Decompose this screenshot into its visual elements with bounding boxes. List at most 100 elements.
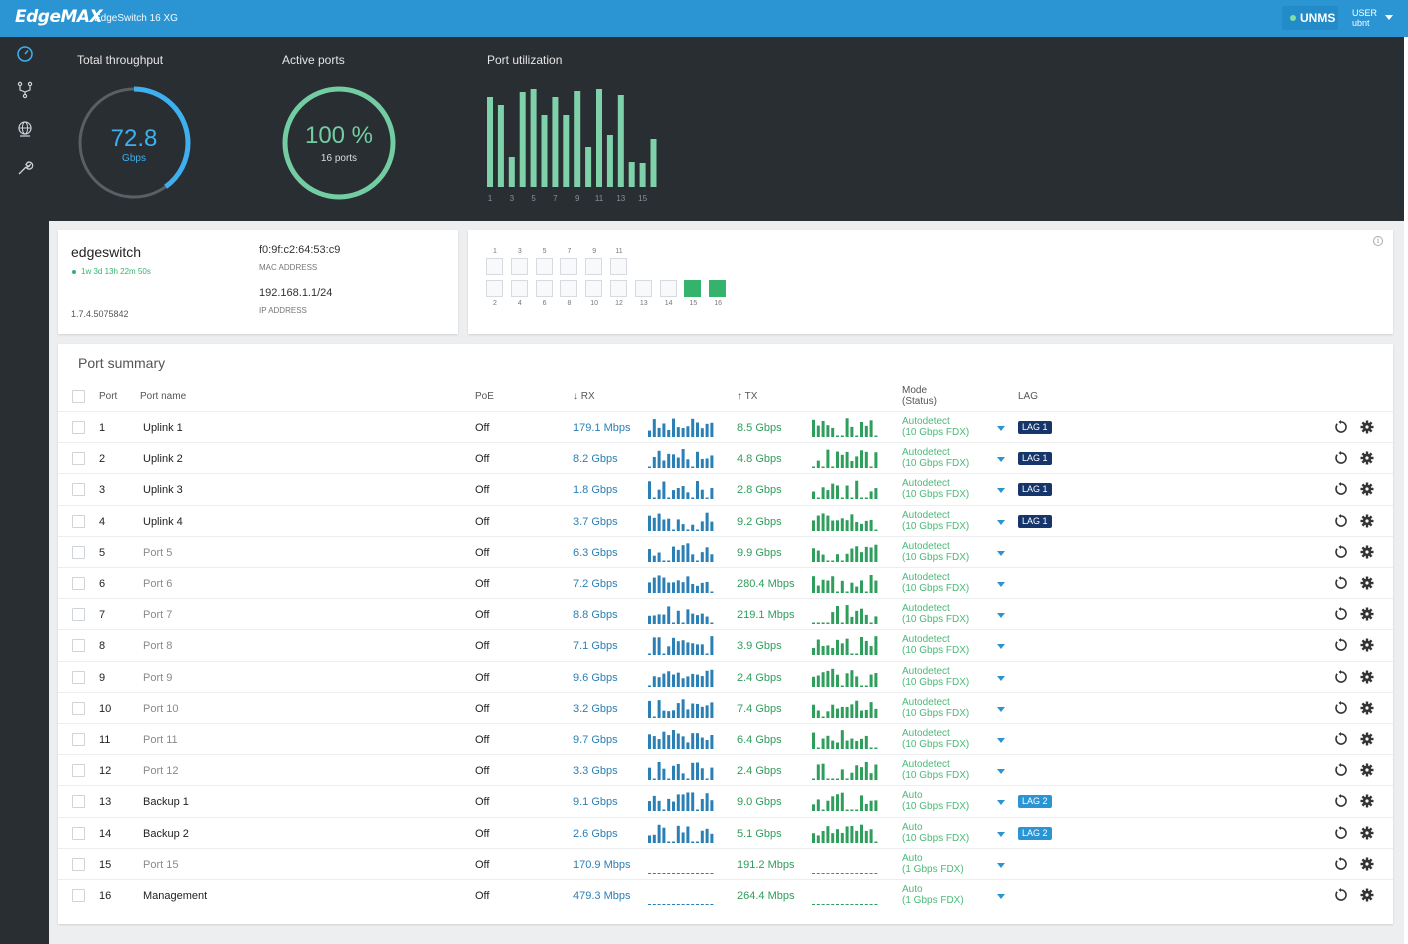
row-checkbox[interactable] bbox=[72, 670, 85, 684]
mode-select[interactable]: Autodetect (10 Gbps FDX) bbox=[902, 416, 969, 438]
user-menu[interactable]: USER ubnt bbox=[1352, 8, 1377, 28]
reset-icon[interactable] bbox=[1333, 762, 1349, 778]
mode-select[interactable]: Auto (10 Gbps FDX) bbox=[902, 790, 969, 812]
reset-icon[interactable] bbox=[1333, 731, 1349, 747]
gear-icon[interactable] bbox=[1359, 544, 1375, 560]
gear-icon[interactable] bbox=[1359, 669, 1375, 685]
table-row[interactable]: 9 Port 9 Off 9.6 Gbps 2.4 Gbps Autodetect (10 … bbox=[58, 660, 1393, 692]
gear-icon[interactable] bbox=[1359, 606, 1375, 622]
chevron-down-icon[interactable] bbox=[997, 426, 1005, 431]
table-row[interactable]: 6 Port 6 Off 7.2 Gbps 280.4 Mbps Autodetect (1… bbox=[58, 567, 1393, 598]
header-lag[interactable]: LAG bbox=[1018, 391, 1039, 402]
chevron-down-icon[interactable] bbox=[997, 519, 1005, 525]
chevron-down-icon[interactable] bbox=[997, 582, 1005, 587]
table-row[interactable]: 1 Uplink 1 Off 179.1 Mbps 8.5 Gbps Autodetect… bbox=[58, 411, 1393, 442]
port-map-port-8[interactable] bbox=[560, 280, 578, 297]
chevron-down-icon[interactable] bbox=[997, 706, 1005, 712]
gear-icon[interactable] bbox=[1359, 700, 1375, 716]
port-name[interactable]: Port 7 bbox=[143, 609, 173, 622]
table-row[interactable]: 16 Management Off 479.3 Mbps 264.4 Mbps Auto(… bbox=[58, 879, 1393, 910]
chevron-down-icon[interactable] bbox=[997, 769, 1005, 775]
gear-icon[interactable] bbox=[1359, 481, 1375, 497]
row-checkbox[interactable] bbox=[72, 857, 85, 871]
table-row[interactable]: 2 Uplink 2 Off 8.2 Gbps 4.8 Gbps Autodetect (1… bbox=[58, 442, 1393, 473]
chevron-down-icon[interactable] bbox=[997, 800, 1005, 806]
gear-icon[interactable] bbox=[1359, 513, 1375, 529]
mode-select[interactable]: Autodetect (10 Gbps FDX) bbox=[902, 510, 969, 532]
port-map-port-1[interactable] bbox=[486, 258, 503, 275]
chevron-down-icon[interactable] bbox=[997, 738, 1005, 743]
mode-select[interactable]: Autodetect (10 Gbps FDX) bbox=[902, 697, 969, 719]
row-checkbox[interactable] bbox=[72, 639, 85, 653]
port-name[interactable]: Port 6 bbox=[143, 578, 173, 590]
reset-icon[interactable] bbox=[1333, 887, 1349, 903]
row-checkbox[interactable] bbox=[72, 764, 85, 778]
row-checkbox[interactable] bbox=[72, 701, 85, 715]
port-name[interactable]: Backup 1 bbox=[143, 796, 189, 809]
mode-select[interactable]: Auto (1 Gbps FDX) bbox=[902, 853, 964, 875]
port-name[interactable]: Port 15 bbox=[143, 858, 179, 871]
globe-icon[interactable] bbox=[12, 116, 38, 142]
mode-select[interactable]: Auto (10 Gbps FDX) bbox=[902, 822, 969, 844]
reset-icon[interactable] bbox=[1333, 575, 1349, 591]
gear-icon[interactable] bbox=[1359, 887, 1375, 903]
port-map-port-9[interactable] bbox=[585, 258, 603, 275]
table-row[interactable]: 12 Port 12 Off 3.3 Gbps 2.4 Gbps Autodetect (1… bbox=[58, 754, 1393, 785]
header-mode[interactable]: Mode (Status) bbox=[902, 385, 937, 407]
mode-select[interactable]: Autodetect (10 Gbps FDX) bbox=[902, 603, 969, 625]
chevron-down-icon[interactable] bbox=[997, 457, 1005, 463]
reset-icon[interactable] bbox=[1333, 669, 1349, 685]
row-checkbox[interactable] bbox=[72, 514, 85, 528]
port-name[interactable]: Uplink 1 bbox=[143, 422, 183, 434]
gear-icon[interactable] bbox=[1359, 731, 1375, 747]
reset-icon[interactable] bbox=[1333, 513, 1349, 529]
reset-icon[interactable] bbox=[1333, 481, 1349, 497]
header-port-name[interactable]: Port name bbox=[140, 391, 187, 402]
table-row[interactable]: 14 Backup 2 Off 2.6 Gbps 5.1 Gbps Auto (10 Gbp… bbox=[58, 816, 1393, 848]
reset-icon[interactable] bbox=[1333, 419, 1349, 435]
dashboard-icon[interactable] bbox=[12, 41, 38, 67]
row-checkbox[interactable] bbox=[72, 421, 85, 434]
gear-icon[interactable] bbox=[1359, 419, 1375, 435]
table-row[interactable]: 10 Port 10 Off 3.2 Gbps 7.4 Gbps Autodetect (1… bbox=[58, 691, 1393, 723]
chevron-down-icon[interactable] bbox=[997, 862, 1005, 868]
chevron-down-icon[interactable] bbox=[1385, 15, 1393, 20]
header-tx[interactable]: ↑ TX bbox=[737, 391, 758, 402]
chevron-down-icon[interactable] bbox=[997, 675, 1005, 681]
port-name[interactable]: Uplink 2 bbox=[143, 453, 183, 466]
port-map-port-14[interactable] bbox=[659, 280, 677, 297]
port-map-port-7[interactable] bbox=[560, 258, 578, 275]
port-name[interactable]: Uplink 4 bbox=[143, 515, 183, 528]
vlan-icon[interactable] bbox=[12, 77, 38, 103]
row-checkbox[interactable] bbox=[72, 795, 85, 809]
port-name[interactable]: Port 5 bbox=[143, 546, 173, 559]
reset-icon[interactable] bbox=[1333, 825, 1349, 841]
reset-icon[interactable] bbox=[1333, 793, 1349, 809]
port-name[interactable]: Backup 2 bbox=[143, 827, 189, 840]
port-map-port-12[interactable] bbox=[610, 280, 627, 297]
row-checkbox[interactable] bbox=[72, 826, 85, 840]
mode-select[interactable]: Autodetect (10 Gbps FDX) bbox=[902, 666, 969, 688]
gear-icon[interactable] bbox=[1359, 450, 1375, 466]
port-map-port-11[interactable] bbox=[610, 258, 627, 275]
mode-select[interactable]: Autodetect (10 Gbps FDX) bbox=[902, 728, 969, 750]
info-icon[interactable]: i bbox=[1373, 236, 1383, 246]
mode-select[interactable]: Autodetect (10 Gbps FDX) bbox=[902, 634, 969, 656]
row-checkbox[interactable] bbox=[72, 577, 85, 590]
mode-select[interactable]: Autodetect (10 Gbps FDX) bbox=[902, 572, 969, 594]
table-row[interactable]: 5 Port 5 Off 6.3 Gbps 9.9 Gbps Autodetect (10 … bbox=[58, 535, 1393, 567]
gear-icon[interactable] bbox=[1359, 762, 1375, 778]
row-checkbox[interactable] bbox=[72, 608, 85, 622]
mode-select[interactable]: Autodetect (10 Gbps FDX) bbox=[902, 759, 969, 781]
port-name[interactable]: Port 10 bbox=[143, 702, 179, 715]
port-map-port-16[interactable] bbox=[709, 280, 727, 297]
table-row[interactable]: 13 Backup 1 Off 9.1 Gbps 9.0 Gbps Auto (10 Gbp… bbox=[58, 785, 1393, 816]
chevron-down-icon[interactable] bbox=[997, 644, 1005, 650]
select-all-checkbox[interactable] bbox=[72, 390, 85, 403]
gear-icon[interactable] bbox=[1359, 793, 1375, 809]
table-row[interactable]: 7 Port 7 Off 8.8 Gbps 219.1 Mbps Autodetect (1… bbox=[58, 598, 1393, 629]
port-name[interactable]: Port 11 bbox=[143, 734, 178, 746]
reset-icon[interactable] bbox=[1333, 450, 1349, 466]
port-name[interactable]: Port 12 bbox=[143, 765, 179, 778]
row-checkbox[interactable] bbox=[72, 545, 85, 559]
